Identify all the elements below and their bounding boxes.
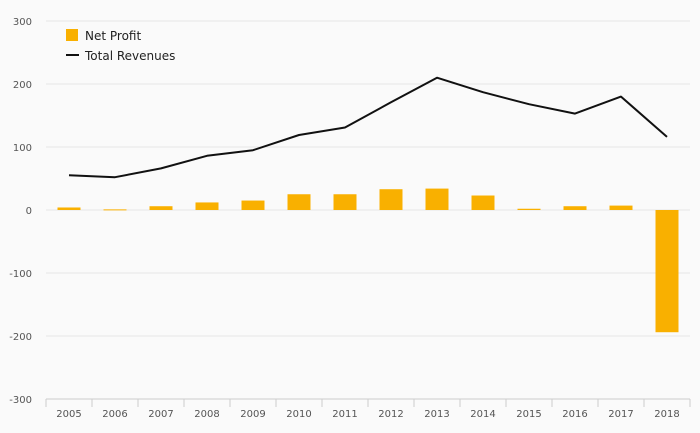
y-tick-label: 200 [13, 80, 32, 91]
bar-net-profit [195, 202, 219, 210]
grid-lines [46, 20, 690, 337]
bar-net-profit [149, 206, 173, 210]
x-tick-label: 2014 [470, 409, 495, 420]
x-tick-label: 2017 [608, 409, 633, 420]
y-tick-label: -200 [9, 332, 32, 343]
y-tick-label: -300 [9, 395, 32, 406]
x-tick-label: 2011 [332, 409, 357, 420]
x-tick-label: 2005 [56, 409, 81, 420]
line-total-revenues [68, 76, 668, 179]
bar-net-profit [563, 206, 587, 210]
x-tick-label: 2012 [378, 409, 403, 420]
x-tick-label: 2016 [562, 409, 587, 420]
x-axis: 2005 2006 2007 2008 2009 2010 2011 2012 2013 2014… [45, 398, 691, 420]
bar-net-profit [103, 209, 127, 211]
x-tick-label: 2009 [240, 409, 265, 420]
bar-net-profit [57, 207, 81, 210]
y-tick-label: 0 [26, 206, 32, 217]
bar-net-profit [471, 195, 495, 210]
legend-swatch-net-profit [66, 29, 78, 41]
y-tick-label: -100 [9, 269, 32, 280]
net-profit-bars [57, 188, 679, 333]
x-tick-label: 2013 [424, 409, 449, 420]
bar-net-profit [241, 200, 265, 210]
x-tick-label: 2008 [194, 409, 219, 420]
bar-net-profit [517, 208, 541, 210]
bar-net-profit [333, 194, 357, 210]
x-tick-label: 2007 [148, 409, 173, 420]
y-axis: 300 200 100 0 -100 -200 -300 [9, 17, 32, 406]
bar-net-profit [609, 205, 633, 210]
bar-net-profit [379, 189, 403, 210]
legend-label-total-revenues: Total Revenues [84, 49, 175, 63]
bar-net-profit [655, 210, 679, 333]
x-tick-label: 2015 [516, 409, 541, 420]
total-revenues-line-group [68, 76, 668, 179]
y-tick-label: 300 [13, 17, 32, 28]
bar-net-profit [425, 188, 449, 210]
bar-net-profit [287, 194, 311, 210]
x-tick-label: 2006 [102, 409, 127, 420]
y-tick-label: 100 [13, 143, 32, 154]
x-tick-label: 2010 [286, 409, 311, 420]
legend: Net Profit Total Revenues [66, 29, 175, 63]
legend-label-net-profit: Net Profit [85, 29, 141, 43]
x-tick-label: 2018 [654, 409, 679, 420]
